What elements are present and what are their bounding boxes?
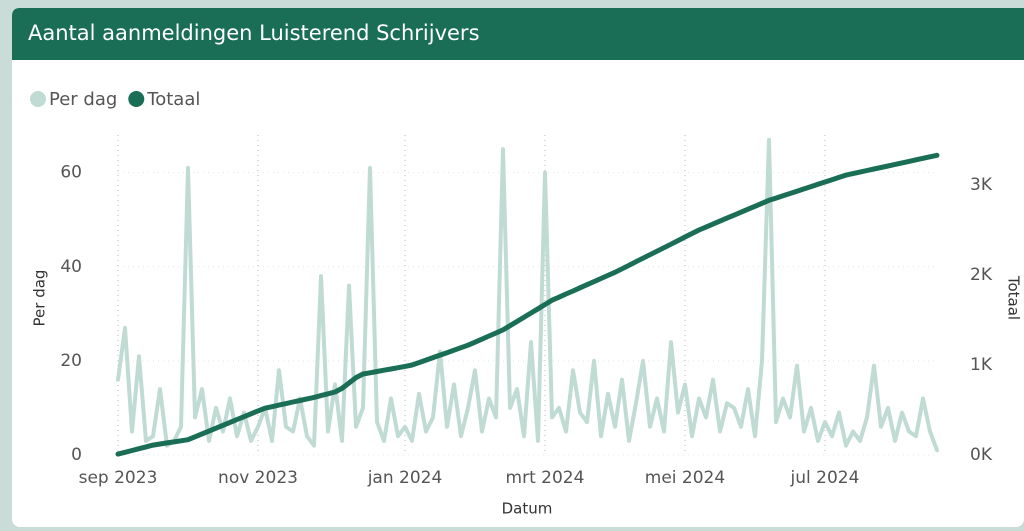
- header-bar: [12, 8, 1024, 60]
- y2-tick-label: 2K: [970, 265, 993, 285]
- data-line: [116, 137, 939, 453]
- data-line: [115, 152, 940, 457]
- legend-marker: [30, 91, 46, 107]
- x-tick-label: jul 2024: [790, 468, 860, 488]
- x-tick-label: mrt 2024: [506, 468, 585, 488]
- x-axis-title: Datum: [502, 500, 553, 518]
- y2-axis-title: Totaal: [1005, 275, 1023, 320]
- y-tick-label: 40: [60, 257, 82, 277]
- legend-label: Totaal: [146, 89, 200, 110]
- chart-title: Aantal aanmeldingen Luisterend Schrijver…: [28, 21, 480, 45]
- y2-tick-label: 1K: [970, 355, 993, 375]
- y-tick-label: 60: [60, 163, 82, 183]
- card: [12, 8, 1024, 527]
- y2-tick-label: 0K: [970, 445, 993, 465]
- y-axis-title: Per dag: [31, 270, 49, 327]
- x-tick-label: jan 2024: [367, 468, 443, 488]
- x-tick-label: sep 2023: [79, 468, 158, 488]
- y-tick-label: 0: [71, 445, 82, 465]
- legend-marker: [128, 91, 145, 107]
- x-tick-label: mei 2024: [645, 468, 725, 488]
- y-tick-label: 20: [60, 351, 82, 371]
- legend-label: Per dag: [49, 89, 117, 110]
- x-tick-label: nov 2023: [218, 468, 298, 488]
- y2-tick-label: 3K: [970, 175, 993, 195]
